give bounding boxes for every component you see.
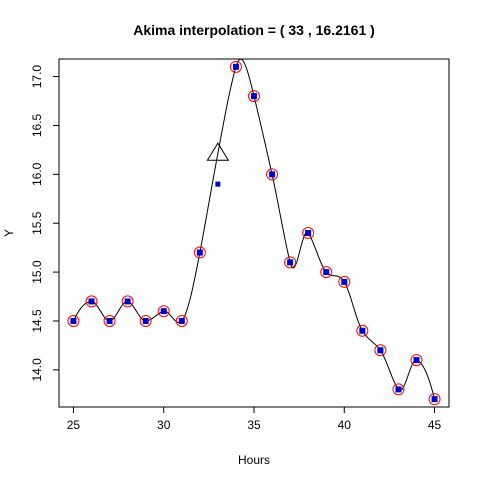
- data-point-ring: [338, 275, 351, 288]
- y-tick-label: 16.5: [30, 113, 44, 137]
- data-point-ring: [103, 314, 116, 327]
- data-point-ring: [284, 256, 297, 269]
- data-point: [232, 63, 239, 70]
- data-point: [178, 317, 185, 324]
- data-point: [196, 249, 203, 256]
- data-point: [341, 278, 348, 285]
- data-point: [359, 327, 366, 334]
- data-point: [269, 171, 276, 178]
- y-tick-label: 16.0: [30, 162, 44, 186]
- x-tick-label: 35: [247, 418, 261, 432]
- data-point: [395, 386, 402, 393]
- data-point: [142, 317, 149, 324]
- data-point: [323, 269, 330, 276]
- data-point: [160, 308, 167, 315]
- data-point-ring: [121, 295, 134, 308]
- data-point: [413, 357, 420, 364]
- data-point-ring: [266, 168, 279, 181]
- data-point: [305, 230, 312, 236]
- data-point-ring: [67, 314, 80, 327]
- data-point-ring: [320, 266, 333, 279]
- data-point-ring: [157, 305, 170, 318]
- data-point-ring: [374, 344, 387, 357]
- y-tick-label: 17.0: [30, 65, 44, 89]
- data-point: [124, 298, 131, 305]
- y-tick-label: 15.5: [30, 211, 44, 235]
- y-axis: 14.0 14.5 15.0 15.5 16.0 16.5 17.0: [30, 65, 59, 382]
- data-point-ring: [193, 246, 206, 259]
- x-tick-label: 30: [157, 418, 171, 432]
- data-point-ring: [248, 90, 260, 103]
- x-tick-label: 25: [67, 418, 81, 432]
- x-axis-label: Hours: [238, 453, 270, 467]
- plot-frame: [58, 58, 450, 408]
- data-point: [287, 259, 294, 266]
- y-tick-label: 14.5: [30, 309, 44, 333]
- interpolated-point-marker: [206, 142, 230, 161]
- data-point-ring: [428, 393, 441, 406]
- y-tick-label: 15.0: [30, 260, 44, 284]
- data-point: [88, 298, 95, 305]
- x-tick-label: 40: [338, 418, 352, 432]
- data-point-ring: [302, 227, 315, 239]
- x-axis: 25 30 35 40 45: [67, 407, 442, 432]
- data-point: [431, 396, 438, 403]
- data-point-ring: [85, 295, 98, 308]
- data-point-ring: [392, 383, 405, 396]
- data-point: [377, 347, 384, 354]
- data-point: [70, 317, 77, 324]
- x-tick-label: 45: [428, 418, 442, 432]
- data-point-ring: [356, 324, 369, 337]
- data-points: [67, 60, 441, 406]
- y-axis-label: Y: [2, 229, 16, 237]
- y-tick-label: 14.0: [30, 358, 44, 382]
- data-point-ring: [229, 60, 242, 73]
- data-point: [106, 317, 113, 324]
- data-point: [251, 93, 257, 100]
- chart-title: Akima interpolation = ( 33 , 16.2161 ): [133, 22, 375, 38]
- missing-data-point: [215, 181, 221, 187]
- data-point-ring: [410, 354, 423, 367]
- data-point-ring: [139, 314, 152, 327]
- data-point-ring: [175, 314, 188, 327]
